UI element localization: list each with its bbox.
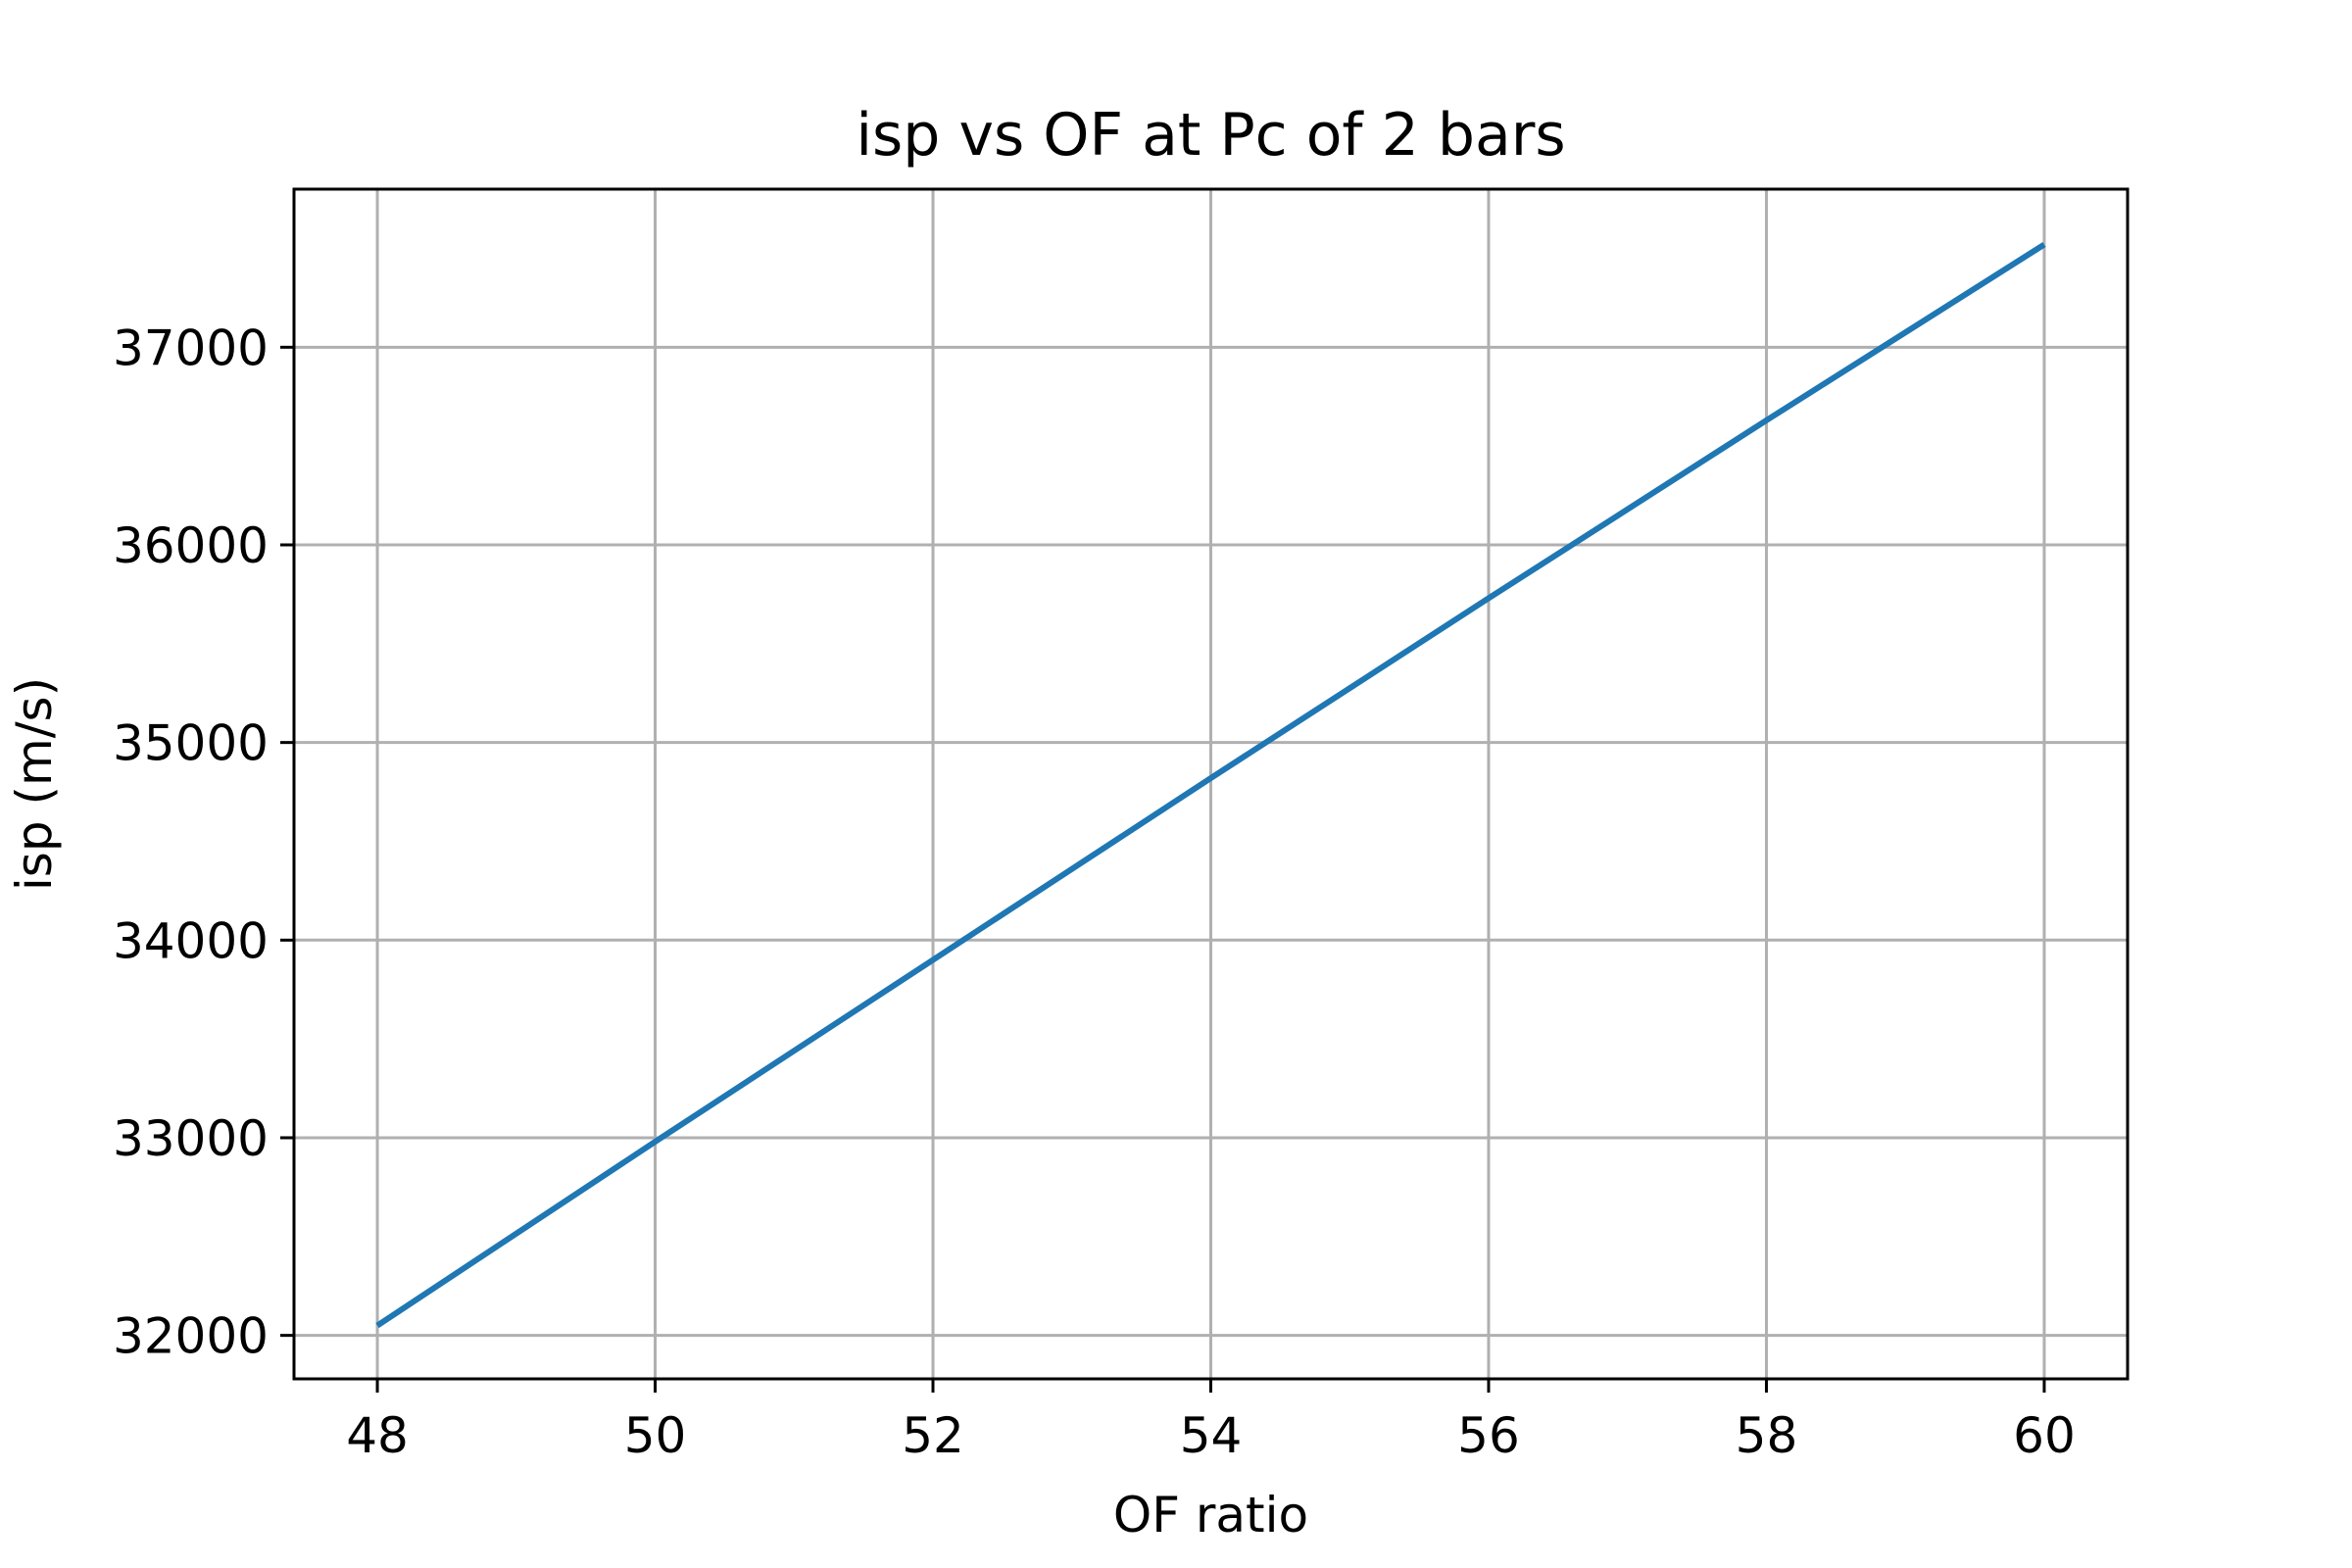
series-line-0: [375, 241, 2046, 1329]
y-tick-label: 35000: [113, 715, 269, 772]
y-tick-label: 34000: [113, 912, 269, 969]
x-tick-label: 56: [1457, 1407, 1520, 1464]
grid-lines: [294, 189, 2128, 1379]
x-tick-label: 60: [2013, 1407, 2076, 1464]
x-tick-label: 58: [1736, 1407, 1798, 1464]
y-tick-label: 37000: [113, 319, 269, 376]
y-tick-label: 32000: [113, 1308, 269, 1365]
chart-title: isp vs OF at Pc of 2 bars: [856, 101, 1565, 170]
y-tick-label: 36000: [113, 517, 269, 574]
x-tick-label: 52: [902, 1407, 964, 1464]
y-axis-label: isp (m/s): [6, 677, 63, 891]
series-layer: [375, 241, 2046, 1329]
y-tick-label: 33000: [113, 1110, 269, 1167]
x-axis-label: OF ratio: [1113, 1487, 1308, 1544]
x-tick-label: 50: [624, 1407, 687, 1464]
x-tick-label: 54: [1180, 1407, 1243, 1464]
x-tick-label: 48: [346, 1407, 409, 1464]
axis-ticks: 48 50 52 54 56 58 60 32000 33000 34000 35000 36000 3…: [113, 319, 2076, 1464]
